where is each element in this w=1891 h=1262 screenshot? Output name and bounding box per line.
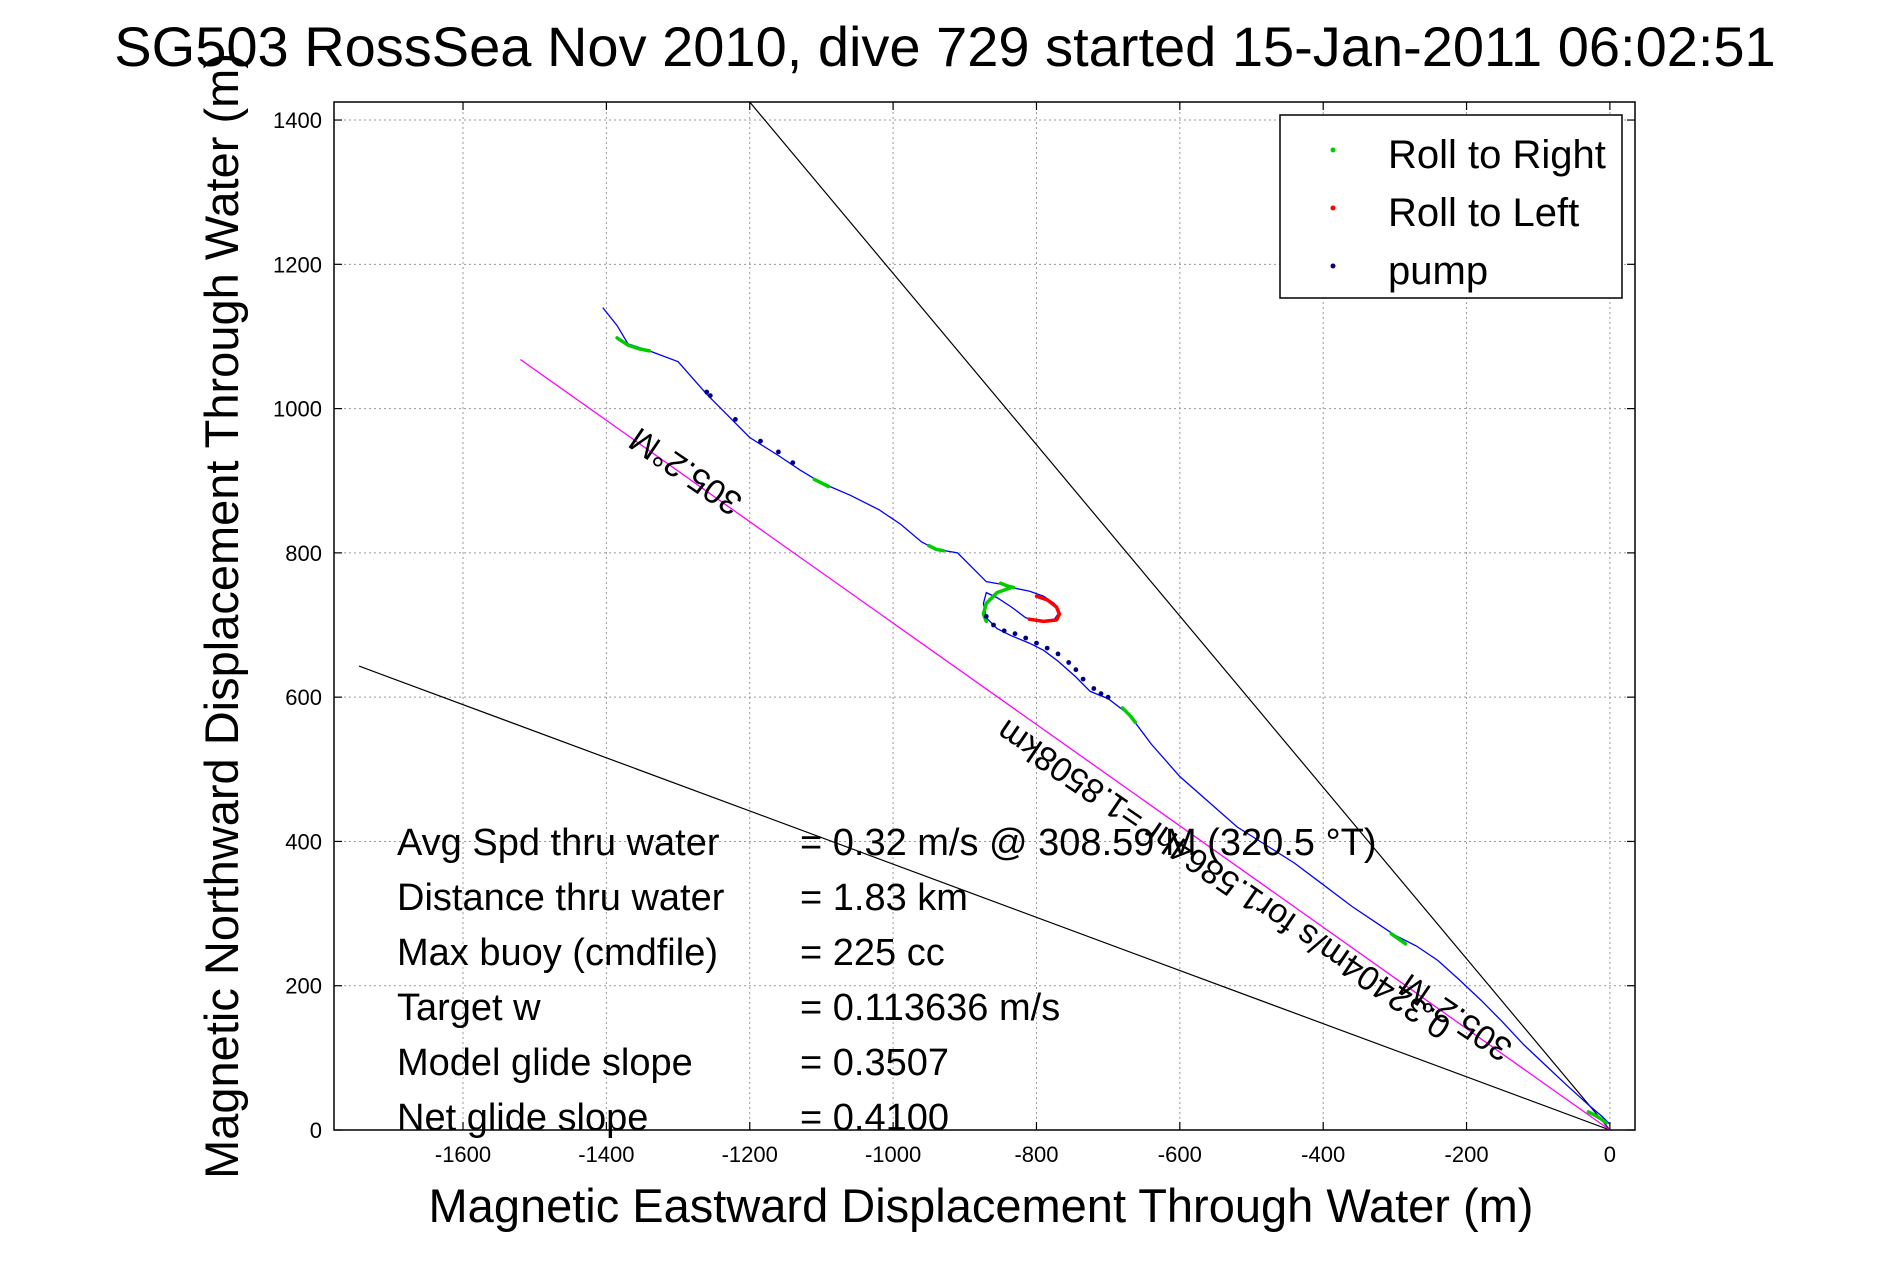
legend-marker-pump bbox=[1330, 263, 1336, 269]
pump-point bbox=[1073, 667, 1079, 673]
x-tick-label: -600 bbox=[1158, 1142, 1202, 1167]
pump-point bbox=[991, 622, 996, 628]
chart-title: SG503 RossSea Nov 2010, dive 729 started… bbox=[114, 15, 1775, 78]
x-tick-label: -800 bbox=[1014, 1142, 1058, 1167]
pump-point bbox=[1105, 694, 1111, 700]
y-tick-label: 800 bbox=[285, 541, 322, 566]
pump-point bbox=[1023, 635, 1029, 641]
plot-frame bbox=[333, 101, 1636, 1131]
stat-value-target-w: = 0.113636 m/s bbox=[800, 987, 1060, 1029]
pump-point bbox=[790, 460, 796, 466]
roll-right-segment bbox=[927, 543, 946, 553]
pump-point bbox=[1034, 640, 1039, 646]
pump-point bbox=[1044, 645, 1050, 651]
y-tick-label: 400 bbox=[285, 829, 322, 854]
legend-label-pump: pump bbox=[1388, 249, 1488, 293]
pump-point bbox=[758, 438, 763, 444]
stat-value-max-buoy: = 225 cc bbox=[800, 932, 945, 974]
x-axis-label: Magnetic Eastward Displacement Through W… bbox=[429, 1179, 1534, 1232]
legend-marker-roll-left bbox=[1330, 205, 1336, 211]
stat-value-distance: = 1.83 km bbox=[800, 877, 968, 919]
pump-point bbox=[1066, 660, 1072, 665]
pump-point bbox=[1012, 631, 1018, 637]
stats-block: Avg Spd thru water = 0.32 m/s @ 308.59 M… bbox=[397, 822, 1377, 1139]
stat-label-target-w: Target w bbox=[397, 987, 541, 1029]
y-tick-label: 1400 bbox=[273, 108, 322, 133]
x-tick-label: -400 bbox=[1301, 1142, 1345, 1167]
x-tick-label: -1200 bbox=[722, 1142, 778, 1167]
y-tick-label: 0 bbox=[310, 1118, 322, 1143]
legend-box bbox=[1279, 114, 1623, 299]
y-tick-label: 1200 bbox=[273, 252, 322, 277]
y-axis-label: Magnetic Northward Displacement Through … bbox=[195, 53, 248, 1179]
dive-track-line bbox=[602, 307, 1611, 1125]
stat-value-avg-spd: = 0.32 m/s @ 308.59 M (320.5 °T) bbox=[800, 822, 1377, 864]
stat-label-model-glide: Model glide slope bbox=[397, 1042, 693, 1084]
pump-point bbox=[1055, 651, 1061, 657]
pump-point bbox=[707, 393, 713, 398]
x-tick-label: -200 bbox=[1445, 1142, 1489, 1167]
stat-value-net-glide: = 0.4100 bbox=[800, 1097, 949, 1139]
pump-point bbox=[776, 449, 781, 455]
pump-point bbox=[704, 389, 710, 395]
roll-left-segment bbox=[1027, 594, 1062, 624]
cone-line bbox=[358, 665, 1611, 1130]
roll-right-segment bbox=[1586, 1110, 1609, 1125]
ticks: -1600 -1400 -1200 -1000 -800 -600 -400 -200 0 0 20… bbox=[273, 102, 1635, 1167]
cone-line bbox=[749, 102, 1611, 1130]
x-tick-label: 0 bbox=[1604, 1142, 1616, 1167]
course-line bbox=[520, 358, 1611, 1130]
pump-point bbox=[1091, 686, 1097, 691]
stat-label-net-glide: Net glide slope bbox=[397, 1097, 648, 1139]
stat-value-model-glide: = 0.3507 bbox=[800, 1042, 949, 1084]
roll-right-segment bbox=[1389, 932, 1408, 946]
stat-label-avg-spd: Avg Spd thru water bbox=[397, 822, 720, 864]
legend-label-roll-right: Roll to Right bbox=[1388, 133, 1606, 177]
pump-point bbox=[1001, 628, 1007, 634]
legend-label-roll-left: Roll to Left bbox=[1388, 191, 1579, 235]
x-tick-label: -1400 bbox=[578, 1142, 634, 1167]
roll-right-segment bbox=[812, 477, 831, 489]
legend: Roll to Right Roll to Left pump bbox=[1279, 114, 1623, 299]
stat-label-distance: Distance thru water bbox=[397, 877, 725, 919]
pump-point bbox=[1098, 691, 1104, 696]
y-tick-label: 600 bbox=[285, 685, 322, 710]
y-tick-label: 200 bbox=[285, 974, 322, 999]
y-tick-label: 1000 bbox=[273, 397, 322, 422]
legend-marker-roll-right bbox=[1330, 147, 1336, 153]
roll-right-segment bbox=[1120, 706, 1138, 725]
pump-point bbox=[983, 614, 989, 619]
roll-right-segment bbox=[615, 336, 652, 353]
x-tick-label: -1600 bbox=[435, 1142, 491, 1167]
pump-point bbox=[733, 417, 738, 422]
stat-label-max-buoy: Max buoy (cmdfile) bbox=[397, 932, 718, 974]
pump-point bbox=[1080, 676, 1086, 682]
x-tick-label: -1000 bbox=[865, 1142, 921, 1167]
series bbox=[358, 102, 1611, 1130]
